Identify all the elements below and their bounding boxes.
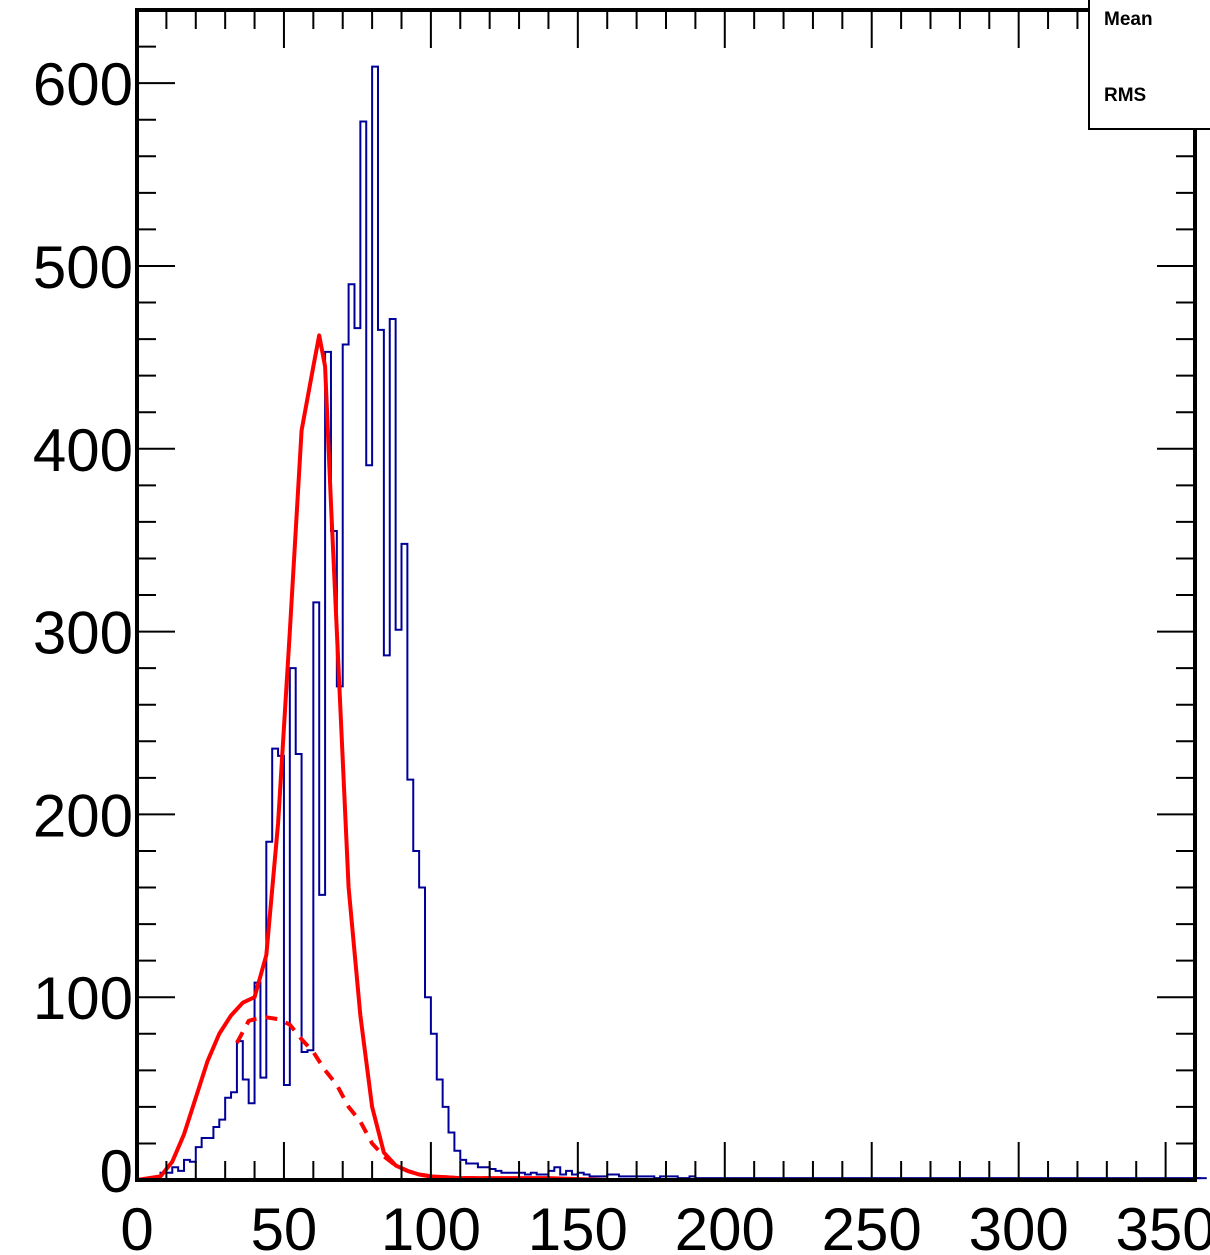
y-tick-label: 200 — [33, 782, 133, 849]
total-fit-curve — [136, 333, 1137, 1182]
x-tick-label: 300 — [969, 1196, 1069, 1255]
x-tick-label: 250 — [822, 1196, 922, 1255]
y-tick-label: 100 — [33, 965, 133, 1032]
x-tick-label: 150 — [528, 1196, 628, 1255]
y-tick-label: 500 — [33, 234, 133, 301]
stats-mean-label: Mean — [1104, 9, 1153, 30]
tick-labels: 0 50 100 150 200 250 300 350 0 100 200 300 400 500 600 — [33, 51, 1210, 1255]
y-tick-label: 400 — [33, 417, 133, 484]
y-tick-label: 300 — [33, 600, 133, 667]
fit-curves — [136, 333, 1137, 1182]
stats-box: Mean RMS — [1088, 0, 1210, 130]
x-tick-label: 200 — [675, 1196, 775, 1255]
x-tick-label: 350 — [1116, 1196, 1210, 1255]
stats-box-frame — [1088, 0, 1210, 130]
histogram-outline — [137, 65, 1201, 1181]
background-fit-curve — [235, 1015, 490, 1181]
axis-ticks — [136, 9, 1196, 1181]
stats-rms-label: RMS — [1104, 85, 1146, 106]
x-tick-label: 100 — [381, 1196, 481, 1255]
histogram-series — [137, 65, 1207, 1181]
y-tick-label: 0 — [100, 1138, 133, 1205]
y-tick-label: 600 — [33, 51, 133, 118]
plot-frame — [135, 8, 1197, 1182]
x-tick-label: 50 — [251, 1196, 318, 1255]
x-tick-label: 0 — [120, 1196, 153, 1255]
